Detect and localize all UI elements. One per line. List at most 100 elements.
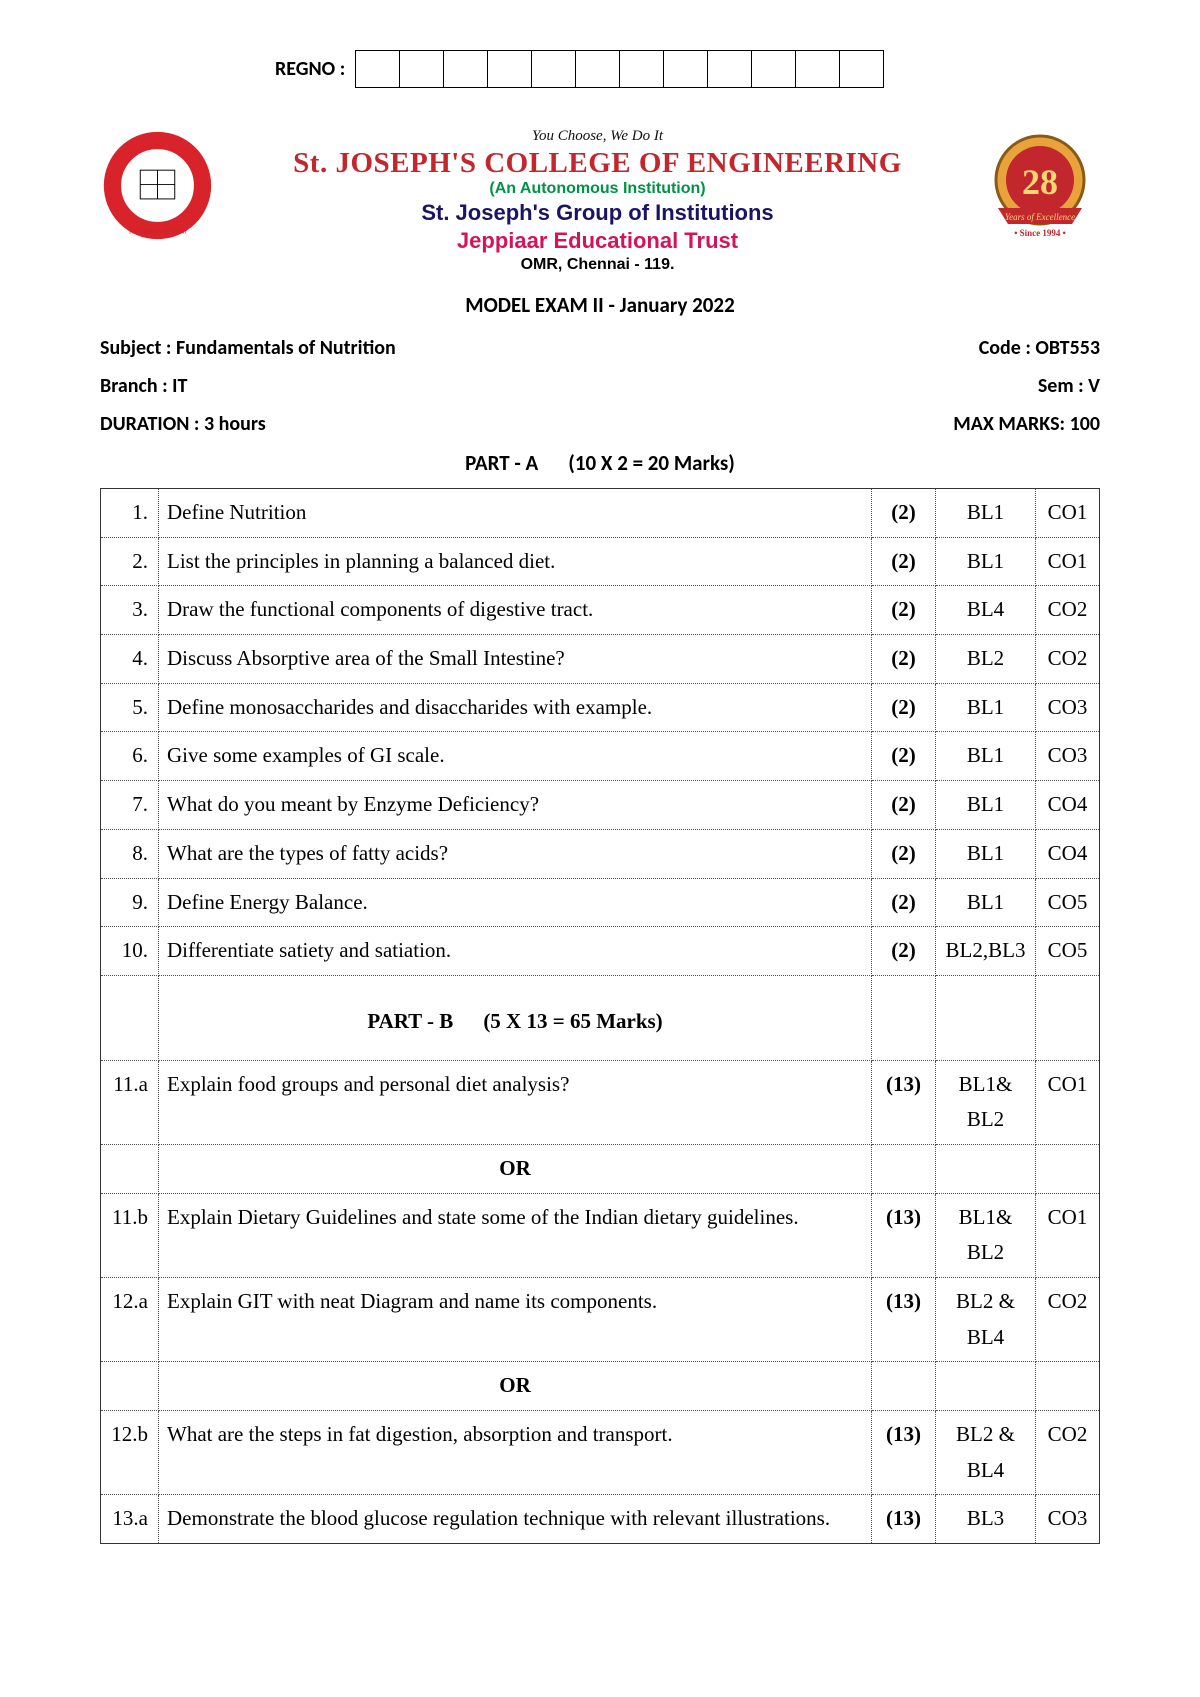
autonomous-line: (An Autonomous Institution) bbox=[225, 180, 970, 198]
or-label: OR bbox=[159, 1144, 872, 1193]
trust-line: Jeppiaar Educational Trust bbox=[225, 228, 970, 254]
q-co: CO1 bbox=[1036, 1193, 1100, 1277]
q-marks: (2) bbox=[872, 683, 936, 732]
regno-label: REGNO : bbox=[275, 57, 345, 81]
table-row: 13.aDemonstrate the blood glucose regula… bbox=[101, 1495, 1100, 1544]
regno-box[interactable] bbox=[663, 50, 708, 88]
regno-box[interactable] bbox=[355, 50, 400, 88]
table-row: 7.What do you meant by Enzyme Deficiency… bbox=[101, 781, 1100, 830]
regno-row: REGNO : bbox=[275, 50, 1100, 88]
letterhead: You Choose, We Do It You Choose, We Do I… bbox=[100, 128, 1100, 274]
q-marks: (13) bbox=[872, 1411, 936, 1495]
q-text: Define monosaccharides and disaccharides… bbox=[159, 683, 872, 732]
table-row: 3.Draw the functional components of dige… bbox=[101, 586, 1100, 635]
exam-title: MODEL EXAM II - January 2022 bbox=[100, 292, 1100, 318]
meta-row-2: Branch : IT Sem : V bbox=[100, 374, 1100, 398]
q-number: 12.a bbox=[101, 1278, 159, 1362]
q-co: CO1 bbox=[1036, 537, 1100, 586]
q-co: CO2 bbox=[1036, 1278, 1100, 1362]
meta-row-1: Subject : Fundamentals of Nutrition Code… bbox=[100, 336, 1100, 360]
q-number: 8. bbox=[101, 829, 159, 878]
badge-number: 28 bbox=[1022, 162, 1058, 202]
college-seal-icon: You Choose, We Do It bbox=[100, 128, 215, 243]
q-bloom: BL4 bbox=[936, 586, 1036, 635]
q-co: CO4 bbox=[1036, 829, 1100, 878]
q-number: 4. bbox=[101, 635, 159, 684]
q-co: CO2 bbox=[1036, 586, 1100, 635]
q-text: Define Energy Balance. bbox=[159, 878, 872, 927]
q-text: Discuss Absorptive area of the Small Int… bbox=[159, 635, 872, 684]
q-number: 10. bbox=[101, 927, 159, 976]
group-line: St. Joseph's Group of Institutions bbox=[225, 200, 970, 226]
q-bloom: BL1& BL2 bbox=[936, 1193, 1036, 1277]
table-row: 8.What are the types of fatty acids?(2)B… bbox=[101, 829, 1100, 878]
q-number: 11.a bbox=[101, 1060, 159, 1144]
q-text: Define Nutrition bbox=[159, 489, 872, 538]
q-co: CO5 bbox=[1036, 878, 1100, 927]
q-number: 2. bbox=[101, 537, 159, 586]
maxmarks-label: MAX MARKS: 100 bbox=[953, 412, 1100, 436]
q-number: 7. bbox=[101, 781, 159, 830]
q-marks: (2) bbox=[872, 927, 936, 976]
q-bloom: BL1 bbox=[936, 732, 1036, 781]
regno-box[interactable] bbox=[839, 50, 884, 88]
regno-box[interactable] bbox=[751, 50, 796, 88]
q-marks: (2) bbox=[872, 635, 936, 684]
q-text: What are the types of fatty acids? bbox=[159, 829, 872, 878]
q-marks: (2) bbox=[872, 489, 936, 538]
question-table: 1.Define Nutrition(2)BL1CO12.List the pr… bbox=[100, 488, 1100, 1544]
table-row: 11.bExplain Dietary Guidelines and state… bbox=[101, 1193, 1100, 1277]
regno-box[interactable] bbox=[443, 50, 488, 88]
q-text: Differentiate satiety and satiation. bbox=[159, 927, 872, 976]
q-co: CO5 bbox=[1036, 927, 1100, 976]
q-bloom: BL1 bbox=[936, 683, 1036, 732]
q-text: List the principles in planning a balanc… bbox=[159, 537, 872, 586]
regno-box[interactable] bbox=[487, 50, 532, 88]
or-label: OR bbox=[159, 1362, 872, 1411]
q-co: CO2 bbox=[1036, 1411, 1100, 1495]
branch-label: Branch : IT bbox=[100, 374, 187, 398]
q-number: 12.b bbox=[101, 1411, 159, 1495]
q-marks: (2) bbox=[872, 781, 936, 830]
subject-label: Subject : Fundamentals of Nutrition bbox=[100, 336, 396, 360]
letterhead-center: You Choose, We Do It St. JOSEPH'S COLLEG… bbox=[215, 128, 980, 274]
regno-box[interactable] bbox=[399, 50, 444, 88]
q-bloom: BL1 bbox=[936, 489, 1036, 538]
sem-label: Sem : V bbox=[1038, 374, 1100, 398]
q-number: 11.b bbox=[101, 1193, 159, 1277]
table-row: 5.Define monosaccharides and disaccharid… bbox=[101, 683, 1100, 732]
table-row: 12.bWhat are the steps in fat digestion,… bbox=[101, 1411, 1100, 1495]
q-co: CO1 bbox=[1036, 1060, 1100, 1144]
address-line: OMR, Chennai - 119. bbox=[225, 256, 970, 274]
table-row: 4.Discuss Absorptive area of the Small I… bbox=[101, 635, 1100, 684]
regno-box[interactable] bbox=[619, 50, 664, 88]
q-text: Explain food groups and personal diet an… bbox=[159, 1060, 872, 1144]
regno-box[interactable] bbox=[795, 50, 840, 88]
regno-box[interactable] bbox=[707, 50, 752, 88]
q-marks: (2) bbox=[872, 586, 936, 635]
q-text: Give some examples of GI scale. bbox=[159, 732, 872, 781]
q-text: Draw the functional components of digest… bbox=[159, 586, 872, 635]
q-number: 13.a bbox=[101, 1495, 159, 1544]
q-marks: (2) bbox=[872, 537, 936, 586]
or-row: OR bbox=[101, 1144, 1100, 1193]
q-marks: (13) bbox=[872, 1060, 936, 1144]
code-label: Code : OBT553 bbox=[979, 336, 1100, 360]
regno-box[interactable] bbox=[531, 50, 576, 88]
section-header-row: PART - B(5 X 13 = 65 Marks) bbox=[101, 975, 1100, 1060]
table-row: 1.Define Nutrition(2)BL1CO1 bbox=[101, 489, 1100, 538]
table-row: 6.Give some examples of GI scale.(2)BL1C… bbox=[101, 732, 1100, 781]
q-marks: (2) bbox=[872, 732, 936, 781]
table-row: 9.Define Energy Balance.(2)BL1CO5 bbox=[101, 878, 1100, 927]
q-text: Explain Dietary Guidelines and state som… bbox=[159, 1193, 872, 1277]
or-row: OR bbox=[101, 1362, 1100, 1411]
table-row: 12.aExplain GIT with neat Diagram and na… bbox=[101, 1278, 1100, 1362]
q-text: What do you meant by Enzyme Deficiency? bbox=[159, 781, 872, 830]
part-a-right: (10 X 2 = 20 Marks) bbox=[568, 450, 735, 476]
regno-box[interactable] bbox=[575, 50, 620, 88]
part-b-header: PART - B(5 X 13 = 65 Marks) bbox=[159, 975, 872, 1060]
svg-text:Years of Excellence: Years of Excellence bbox=[1005, 212, 1075, 222]
q-number: 3. bbox=[101, 586, 159, 635]
q-bloom: BL1 bbox=[936, 537, 1036, 586]
q-text: Demonstrate the blood glucose regulation… bbox=[159, 1495, 872, 1544]
